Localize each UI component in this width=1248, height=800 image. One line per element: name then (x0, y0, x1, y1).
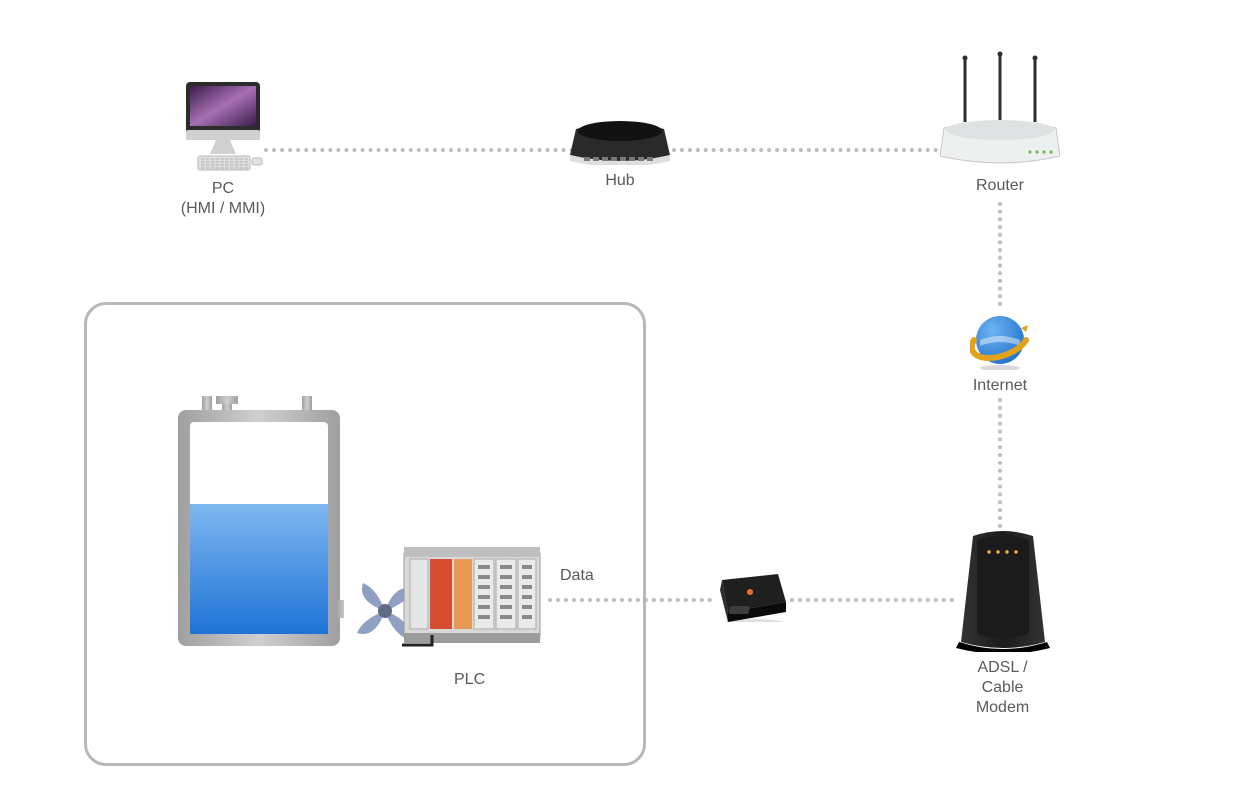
plc-node (402, 545, 542, 655)
tank-icon (174, 396, 344, 651)
pc-label: PC (HMI / MMI) (181, 179, 265, 219)
pc-label-line1: PC (181, 179, 265, 199)
modem-label-line1: ADSL / (955, 658, 1050, 678)
router-node: Router (940, 50, 1060, 196)
modem-icon (955, 530, 1050, 652)
plc-icon (402, 545, 542, 655)
modem-label-line2: Cable Modem (955, 678, 1050, 718)
modem-node: ADSL / Cable Modem (955, 530, 1050, 718)
modem-label: ADSL / Cable Modem (955, 658, 1050, 718)
tank-node (174, 396, 344, 651)
serial-device-icon (714, 572, 786, 622)
router-label: Router (976, 176, 1024, 196)
pc-label-line2: (HMI / MMI) (181, 199, 265, 219)
hub-node: Hub (570, 115, 670, 191)
pc-node: PC (HMI / MMI) (168, 78, 278, 219)
link-hub-router (672, 148, 938, 152)
pc-icon (168, 78, 278, 173)
hub-label: Hub (605, 171, 634, 191)
link-router-internet (998, 202, 1002, 306)
serial-device-node (714, 572, 786, 622)
internet-icon (970, 310, 1030, 370)
internet-node: Internet (970, 310, 1030, 396)
data-label: Data (560, 566, 594, 586)
link-internet-modem (998, 398, 1002, 528)
router-icon (940, 50, 1060, 170)
process-box (84, 302, 646, 766)
link-pc-hub (264, 148, 574, 152)
plc-label: PLC (454, 670, 485, 690)
diagram-stage: PC (HMI / MMI) Hub Router Internet (0, 0, 1248, 800)
internet-label: Internet (973, 376, 1027, 396)
hub-icon (570, 115, 670, 165)
link-device-modem (790, 598, 954, 602)
